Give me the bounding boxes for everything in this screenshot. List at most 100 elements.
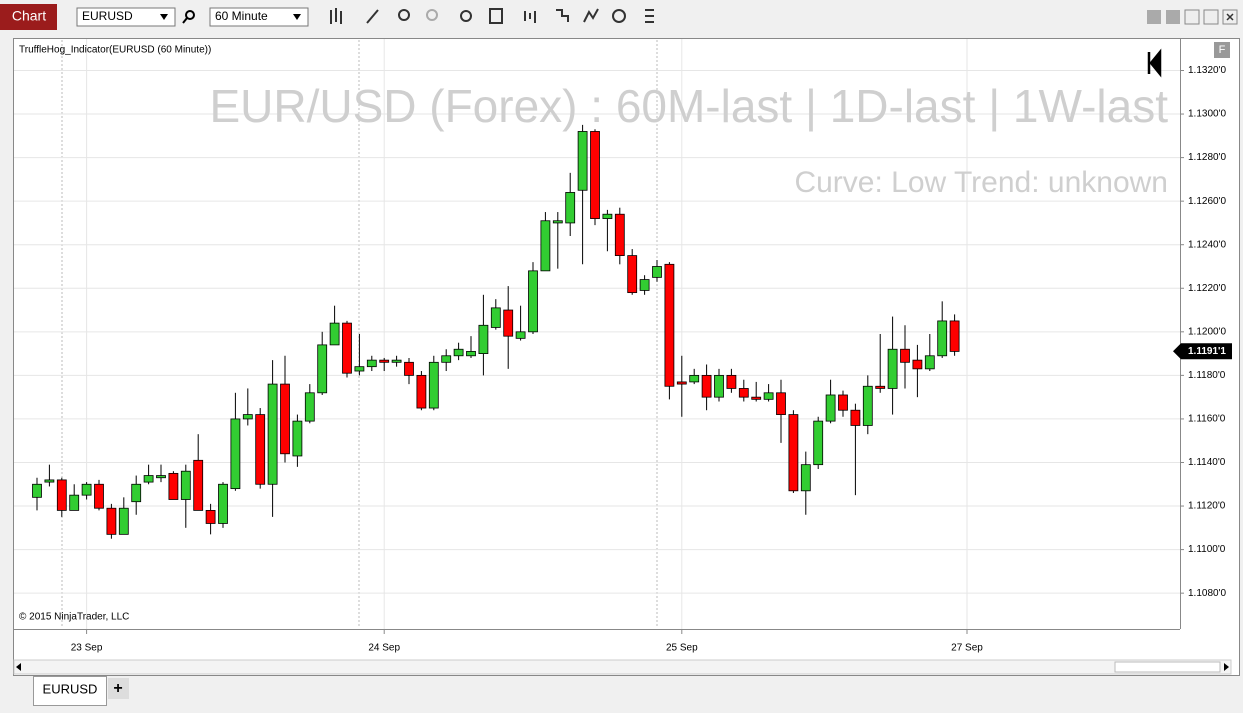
minimize-button[interactable] xyxy=(1184,9,1200,25)
candle-body xyxy=(267,383,278,485)
last-price-label: 1.1191'1 xyxy=(1188,346,1226,357)
candle-body xyxy=(528,270,538,333)
candle-body xyxy=(366,359,377,368)
candle-body xyxy=(342,322,352,374)
y-tick-label: 1.1100'0 xyxy=(1188,544,1226,555)
candle-body xyxy=(242,414,253,420)
copyright: © 2015 NinjaTrader, LLC xyxy=(19,612,129,623)
candle-body xyxy=(565,192,576,224)
tab[interactable] xyxy=(33,676,107,706)
candle-body xyxy=(949,320,960,352)
candle-body xyxy=(738,388,749,398)
x-tick-label: 24 Sep xyxy=(368,643,400,654)
candle-body xyxy=(304,392,315,422)
candle-body xyxy=(652,266,662,278)
candle-body xyxy=(590,131,600,219)
candle-body xyxy=(441,355,452,363)
window-button[interactable] xyxy=(1147,10,1161,24)
plot xyxy=(32,124,960,539)
candle-body xyxy=(428,361,439,409)
candle-body xyxy=(453,348,464,357)
scroll-to-end-button[interactable] xyxy=(1147,48,1162,78)
candle-body xyxy=(106,507,117,535)
y-tick-label: 1.1140'0 xyxy=(1188,457,1226,468)
candle-body xyxy=(56,479,67,511)
crosshair-icon[interactable] xyxy=(460,10,472,22)
candle-body xyxy=(676,381,687,385)
window-button[interactable] xyxy=(1166,10,1180,24)
candle-body xyxy=(552,220,563,224)
candle-body xyxy=(490,307,501,328)
maximize-button[interactable] xyxy=(1203,9,1219,25)
badge-text: F xyxy=(1219,44,1226,56)
add-tab-label: + xyxy=(113,680,122,697)
y-tick-label: 1.1320'0 xyxy=(1188,65,1226,76)
data-box-icon[interactable] xyxy=(489,8,503,24)
chart-frame xyxy=(13,38,1240,676)
strategy-icon[interactable] xyxy=(524,11,536,23)
tab-label: EURUSD xyxy=(43,681,98,696)
indicator-icon[interactable] xyxy=(583,8,599,23)
close-icon xyxy=(1226,13,1234,21)
window-title: Chart xyxy=(12,8,46,24)
candle-body xyxy=(180,470,191,500)
candle-body xyxy=(379,359,390,363)
badge-box[interactable] xyxy=(1214,42,1230,58)
instrument-select[interactable] xyxy=(76,7,176,27)
zoom-out-icon[interactable] xyxy=(426,9,438,21)
list-icon[interactable] xyxy=(645,9,654,23)
y-tick-label: 1.1220'0 xyxy=(1188,283,1226,294)
candle-body xyxy=(32,483,42,498)
y-tick-label: 1.1080'0 xyxy=(1188,588,1226,599)
indicator-label: TruffleHog_Indicator(EURUSD (60 Minute)) xyxy=(19,45,211,56)
bars-icon[interactable] xyxy=(330,8,342,24)
y-tick-label: 1.1200'0 xyxy=(1188,326,1226,337)
candle-body xyxy=(218,483,228,524)
candle-body xyxy=(44,479,55,483)
interval-text: 60 Minute xyxy=(215,9,268,23)
x-tick-label: 23 Sep xyxy=(71,643,103,654)
candle-body xyxy=(329,322,340,346)
candle-body xyxy=(862,385,873,426)
candle-body xyxy=(94,483,104,509)
interval-select[interactable] xyxy=(209,7,309,27)
scrollbar[interactable] xyxy=(13,659,1232,675)
candle-body xyxy=(912,359,923,370)
toolbar-icons xyxy=(330,8,654,24)
reload-icon[interactable] xyxy=(612,9,626,23)
candle-body xyxy=(714,374,724,398)
candle-body xyxy=(751,396,762,400)
draw-icon[interactable] xyxy=(366,9,379,24)
search-icon[interactable] xyxy=(185,10,195,20)
candle-body xyxy=(602,213,613,219)
candle-body xyxy=(788,414,799,492)
candle-body xyxy=(478,324,489,354)
add-tab-button[interactable] xyxy=(108,678,129,699)
candle-body xyxy=(825,394,836,422)
candle-body xyxy=(280,383,290,455)
candle-body xyxy=(701,374,712,398)
watermark-title: EUR/USD (Forex) : 60M-last | 1D-last | 1… xyxy=(209,80,1168,132)
zoom-in-icon[interactable] xyxy=(398,9,410,21)
candle-body xyxy=(887,348,898,389)
scrollbar-thumb[interactable] xyxy=(1114,661,1221,673)
properties-icon[interactable] xyxy=(556,9,569,22)
candle-body xyxy=(689,374,700,383)
candle-body xyxy=(404,361,414,376)
candle-body xyxy=(838,394,848,411)
candle-body xyxy=(292,420,303,457)
chart-tab[interactable] xyxy=(0,4,57,30)
y-tick-label: 1.1120'0 xyxy=(1188,501,1226,512)
candle-body xyxy=(391,359,402,363)
candle-body xyxy=(354,366,365,372)
candle-body xyxy=(776,392,786,415)
candle-body xyxy=(937,320,948,357)
candle-body xyxy=(813,420,824,466)
y-tick-label: 1.1180'0 xyxy=(1188,370,1226,381)
candle-body xyxy=(81,483,92,496)
candle-body xyxy=(69,494,80,511)
candle-body xyxy=(466,351,476,357)
y-tick-label: 1.1300'0 xyxy=(1188,109,1226,120)
